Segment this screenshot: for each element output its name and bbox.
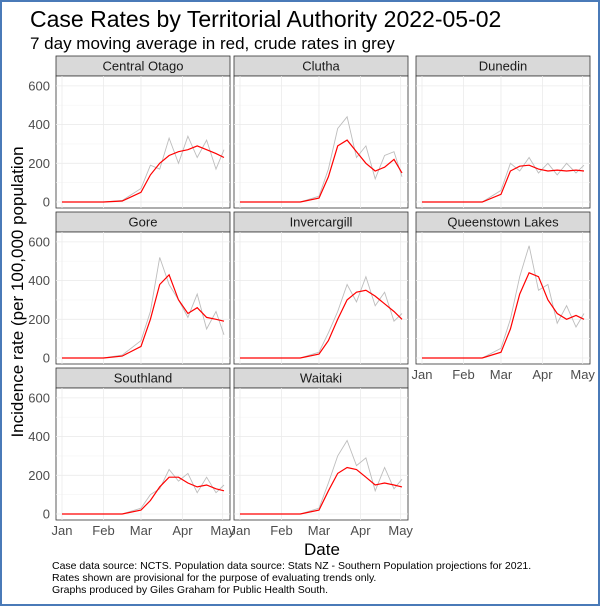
moving-average-line: [62, 273, 225, 359]
facet-strip-label: Queenstown Lakes: [447, 215, 559, 230]
x-tick-label: Jan: [52, 523, 73, 538]
facet-panel: [233, 387, 409, 521]
y-tick-label: 200: [28, 156, 50, 171]
x-tick-label: Feb: [270, 523, 292, 538]
moving-average-line: [240, 466, 403, 515]
chart-title: Case Rates by Territorial Authority 2022…: [30, 6, 502, 32]
caption-line: Rates shown are provisional for the purp…: [52, 572, 377, 584]
x-axis-label: Date: [304, 540, 340, 559]
moving-average-line: [240, 289, 403, 359]
facet-panel: [233, 75, 409, 209]
x-tick-label: Mar: [130, 523, 153, 538]
moving-average-line: [62, 145, 225, 203]
facet-panel: [55, 387, 231, 521]
moving-average-line: [422, 272, 585, 359]
y-tick-label: 200: [28, 468, 50, 483]
y-tick-label: 400: [28, 273, 50, 288]
chart-subtitle: 7 day moving average in red, crude rates…: [30, 34, 395, 53]
x-tick-label: Mar: [490, 367, 513, 382]
facet-strip-label: Central Otago: [103, 59, 184, 74]
y-tick-label: 400: [28, 429, 50, 444]
x-tick-label: Feb: [452, 367, 474, 382]
y-tick-label: 0: [43, 195, 50, 210]
caption-line: Graphs produced by Giles Graham for Publ…: [52, 584, 329, 596]
facet-panel: [415, 231, 591, 365]
facet-strip-label: Clutha: [302, 59, 340, 74]
facet-panel: [55, 75, 231, 209]
x-tick-label: Jan: [412, 367, 433, 382]
facet-strip-label: Invercargill: [290, 215, 353, 230]
y-tick-label: 0: [43, 351, 50, 366]
facet-panel: [55, 231, 231, 365]
y-tick-label: 600: [28, 78, 50, 93]
caption-line: Case data source: NCTS. Population data …: [52, 560, 532, 572]
x-tick-label: Apr: [532, 367, 553, 382]
x-tick-label: Apr: [350, 523, 371, 538]
x-tick-label: May: [388, 523, 413, 538]
x-tick-label: Mar: [308, 523, 331, 538]
x-tick-label: May: [210, 523, 235, 538]
x-tick-label: May: [570, 367, 595, 382]
facet-strip-label: Waitaki: [300, 371, 342, 386]
x-tick-label: Feb: [92, 523, 114, 538]
moving-average-line: [62, 476, 225, 515]
y-tick-label: 0: [43, 507, 50, 522]
caption: Case data source: NCTS. Population data …: [52, 560, 531, 596]
facet-strip-label: Southland: [114, 371, 173, 386]
y-tick-label: 400: [28, 117, 50, 132]
moving-average-line: [422, 164, 585, 203]
y-tick-label: 600: [28, 234, 50, 249]
facet-strip-label: Gore: [129, 215, 158, 230]
facet-panel: [233, 231, 409, 365]
y-tick-label: 600: [28, 390, 50, 405]
x-tick-label: Jan: [230, 523, 251, 538]
facet-strip-label: Dunedin: [479, 59, 527, 74]
moving-average-line: [240, 139, 403, 203]
x-tick-label: Apr: [172, 523, 193, 538]
y-tick-label: 200: [28, 312, 50, 327]
